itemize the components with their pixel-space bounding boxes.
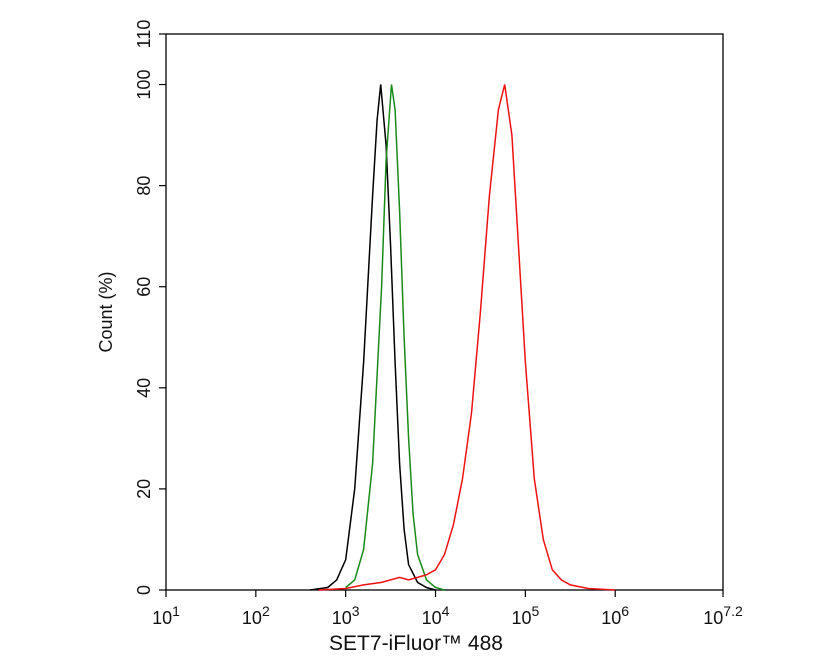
x-tick-base: 10 — [242, 608, 262, 628]
histogram-line — [309, 84, 436, 591]
x-tick-exponent: 2 — [262, 603, 270, 619]
y-tick-label: 60 — [134, 277, 154, 297]
x-tick-base: 10 — [332, 608, 352, 628]
y-tick-label: 110 — [134, 20, 154, 49]
x-tick-exponent: 5 — [531, 603, 539, 619]
y-tick-label: 40 — [134, 378, 154, 398]
y-tick-label: 80 — [134, 176, 154, 196]
x-tick-exponent: 1 — [172, 603, 180, 619]
x-tick-exponent: 3 — [352, 603, 360, 619]
x-tick-label: 105 — [511, 603, 539, 628]
x-tick-label: 107.2 — [703, 603, 743, 628]
x-tick-base: 10 — [511, 608, 531, 628]
y-tick-label: 0 — [134, 585, 154, 595]
y-axis-label: Count (%) — [96, 271, 116, 352]
x-tick-exponent: 6 — [621, 603, 629, 619]
y-tick-label: 20 — [134, 479, 154, 499]
x-tick-base: 10 — [703, 608, 723, 628]
histogram-line — [345, 84, 445, 591]
y-tick-label: 100 — [134, 70, 154, 100]
x-tick-base: 10 — [152, 608, 172, 628]
x-tick-exponent: 4 — [442, 603, 450, 619]
x-tick-label: 103 — [332, 603, 360, 628]
x-tick-label: 102 — [242, 603, 270, 628]
x-tick-label: 101 — [152, 603, 180, 628]
histogram-line — [318, 84, 616, 591]
x-tick-exponent: 7.2 — [723, 603, 743, 619]
x-axis-label: SET7-iFluor™ 488 — [329, 632, 503, 655]
x-tick-label: 104 — [422, 603, 450, 628]
x-tick-base: 10 — [422, 608, 442, 628]
x-tick-base: 10 — [601, 608, 621, 628]
x-tick-label: 106 — [601, 603, 629, 628]
plot-frame — [165, 33, 724, 591]
